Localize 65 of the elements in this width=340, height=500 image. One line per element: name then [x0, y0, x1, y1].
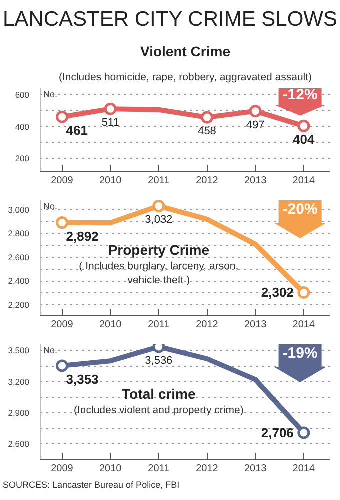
data-label: 2,892	[66, 228, 99, 244]
text: Property Crime	[108, 242, 210, 258]
x-tick-label: 2014	[292, 320, 316, 330]
data-label: 461	[66, 123, 88, 138]
data-label: 458	[198, 126, 216, 138]
x-tick-label: 2012	[196, 320, 219, 330]
data-label: 497	[246, 119, 265, 132]
point	[152, 200, 166, 212]
point	[56, 360, 68, 372]
text: ( Includes burglary, larceny, arson, vehicle theft )	[79, 260, 239, 287]
x-tick-label: 2009	[51, 176, 74, 186]
x-tick-label: 2014	[292, 176, 316, 186]
x-tick-label: 2010	[99, 320, 122, 330]
x-tick-label: 2009	[51, 320, 74, 330]
y-tick-label: 3,200	[8, 376, 30, 387]
text: (Includes violent and property crime)	[74, 404, 244, 416]
point	[56, 216, 68, 230]
point	[298, 426, 310, 440]
y-axis-title: No.	[44, 90, 58, 100]
x-tick-label: 2013	[244, 176, 268, 186]
text: LANCASTER CITY CRIME SLOWS	[3, 7, 338, 33]
x-tick-label: 2011	[148, 176, 170, 186]
x-tick-label: 2010	[99, 464, 122, 474]
x-tick-label: 2010	[99, 176, 122, 186]
y-tick-label: 2,400	[8, 276, 30, 286]
chart-title: Violent Crime	[140, 44, 231, 60]
x-tick-label: 2012	[196, 464, 219, 474]
data-label: 3,353	[66, 372, 99, 387]
y-axis-title: No.	[44, 346, 58, 356]
x-tick-label: 2013	[244, 464, 268, 474]
x-tick-label: 2011	[148, 464, 170, 474]
point	[249, 105, 262, 118]
chart-subtitle: (Includes homicide, rape, robbery, aggravated assault)	[58, 72, 312, 84]
annotation: -12%	[282, 86, 318, 104]
y-tick-label: 2,900	[8, 408, 30, 418]
y-tick-label: 600	[15, 90, 30, 100]
y-axis-title: No.	[44, 202, 58, 212]
y-tick-label: 200	[15, 154, 30, 164]
y-tick-label: 3,000	[8, 204, 30, 215]
x-tick-label: 2009	[51, 464, 74, 474]
y-tick-label: 400	[15, 122, 30, 132]
point	[298, 120, 310, 132]
y-tick-label: 2,600	[8, 438, 30, 449]
data-label: 511	[102, 117, 120, 130]
annotation: -20%	[282, 201, 318, 218]
x-tick-label: 2013	[244, 320, 268, 330]
y-tick-label: 3,500	[8, 346, 30, 356]
data-label: 404	[293, 132, 316, 148]
point	[56, 110, 68, 124]
point	[104, 102, 117, 116]
source-note: SOURCES: Lancaster Bureau of Police, FBI	[3, 479, 180, 492]
y-tick-label: 2,200	[8, 300, 30, 310]
x-tick-label: 2014	[292, 464, 316, 474]
data-label: 3,032	[145, 214, 173, 226]
data-label: 2,302	[261, 285, 294, 300]
x-tick-label: 2012	[196, 176, 219, 186]
data-label: 3,536	[145, 354, 173, 367]
point	[201, 111, 214, 124]
y-tick-label: 2,600	[8, 252, 30, 262]
text: Total crime	[122, 386, 196, 402]
x-tick-label: 2011	[148, 320, 170, 330]
data-label: 2,706	[261, 425, 294, 440]
point	[298, 286, 310, 299]
y-tick-label: 2,800	[8, 228, 30, 239]
annotation: -19%	[282, 345, 318, 362]
